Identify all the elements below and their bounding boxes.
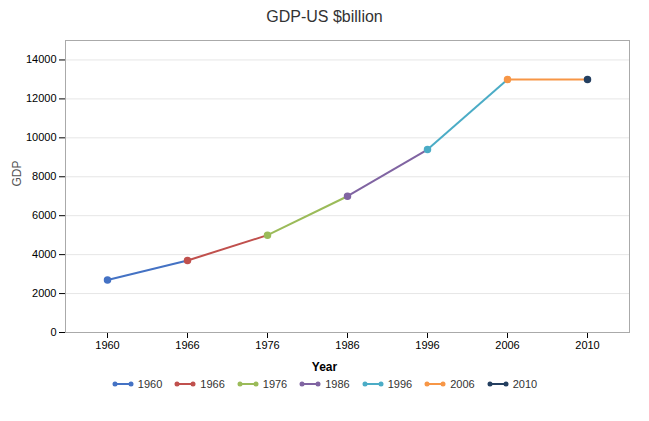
svg-text:0: 0 <box>50 326 56 338</box>
html-text:2010: 2010 <box>512 378 538 390</box>
svg-text:2010: 2010 <box>575 339 599 351</box>
svg-text:1976: 1976 <box>255 339 279 351</box>
svg-text:GDP: GDP <box>10 160 24 186</box>
html-text:1996: 1996 <box>387 378 413 390</box>
html-text:Year: Year <box>311 360 338 374</box>
html-text:1986: 1986 <box>325 378 350 390</box>
svg-text:14000: 14000 <box>26 53 57 65</box>
html-text:2006: 2006 <box>450 378 475 390</box>
html-text:1976: 1976 <box>262 378 288 390</box>
svg-text:4000: 4000 <box>32 248 56 260</box>
svg-text:1986: 1986 <box>335 339 359 351</box>
svg-text:10000: 10000 <box>26 131 57 143</box>
svg-text:1960: 1960 <box>95 339 119 351</box>
html-text:1966: 1966 <box>200 378 225 390</box>
html-text:GDP-US $billion: GDP-US $billion <box>266 8 383 25</box>
svg-text:1966: 1966 <box>175 339 199 351</box>
svg-text:1996: 1996 <box>415 339 439 351</box>
svg-text:2006: 2006 <box>495 339 519 351</box>
svg-text:6000: 6000 <box>32 209 56 221</box>
svg-text:8000: 8000 <box>32 170 56 182</box>
svg-text:12000: 12000 <box>26 92 57 104</box>
svg-text:2000: 2000 <box>32 287 56 299</box>
html-text:1960: 1960 <box>137 378 163 390</box>
